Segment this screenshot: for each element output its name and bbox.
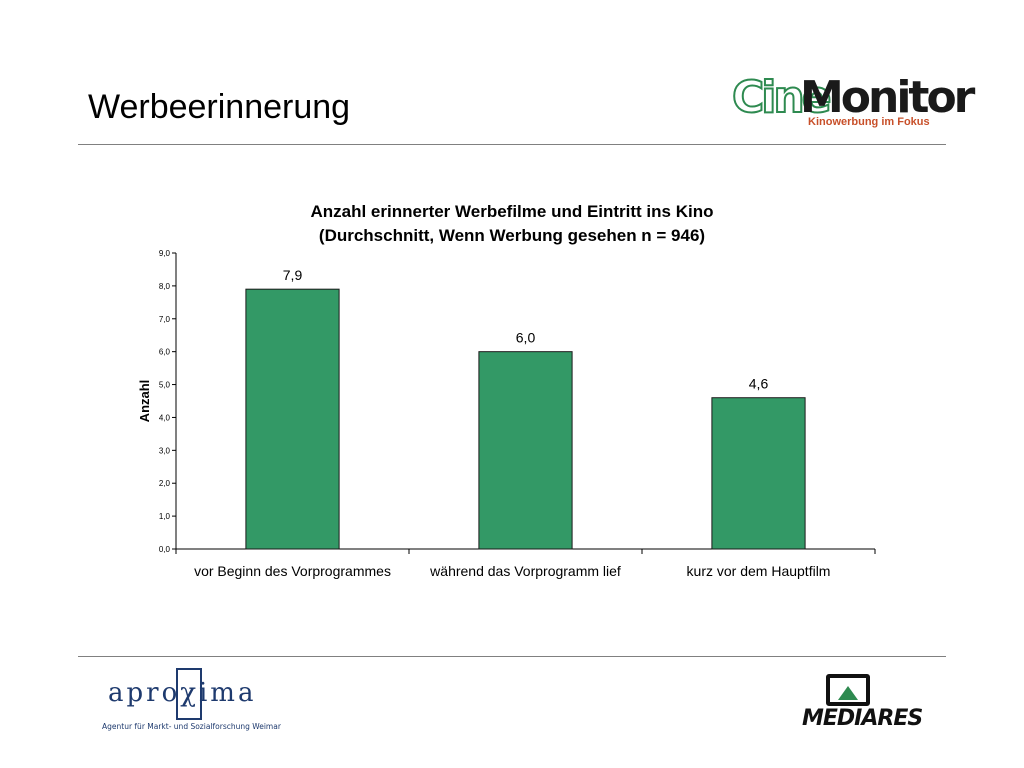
y-axis-title: Anzahl: [137, 380, 152, 423]
cinemonitor-tagline: Kinowerbung im Fokus: [808, 116, 930, 128]
aproxima-logo-word: aproχima: [108, 678, 257, 708]
mediares-logo: MEDIARES: [800, 672, 923, 736]
mediares-logo-word: MEDIARES: [802, 706, 923, 731]
y-tick-label: 2,0: [159, 479, 171, 488]
y-tick-label: 7,0: [159, 315, 171, 324]
y-tick-label: 9,0: [159, 249, 171, 258]
category-label: kurz vor dem Hauptfilm: [687, 563, 831, 579]
chart-title-line2: (Durchschnitt, Wenn Werbung gesehen n = …: [319, 226, 705, 245]
x-ticks: [175, 549, 876, 554]
cinemonitor-logo: Cine Monitor Kinowerbung im Fokus: [730, 71, 975, 128]
mediares-screen-icon: [826, 674, 870, 706]
data-label: 7,9: [283, 267, 303, 283]
bottom-divider: [78, 656, 946, 657]
bar-2: [711, 397, 806, 550]
aproxima-logo-frame: [176, 668, 202, 720]
cinemonitor-logo-monitor: Monitor: [800, 72, 975, 123]
category-label: vor Beginn des Vorprogrammes: [194, 563, 391, 579]
aproxima-logo: aproχima Agentur für Markt- und Sozialfo…: [96, 668, 286, 736]
bar-0: [245, 288, 340, 550]
data-label: 6,0: [516, 330, 536, 346]
category-label: während das Vorprogramm lief: [429, 563, 621, 579]
top-divider: [78, 144, 946, 145]
y-tick-label: 3,0: [159, 446, 171, 455]
aproxima-logo-subtitle: Agentur für Markt- und Sozialforschung W…: [102, 722, 281, 731]
bars: [245, 288, 806, 550]
y-tick-label: 4,0: [159, 413, 171, 422]
category-labels: vor Beginn des Vorprogrammes während das …: [194, 563, 830, 579]
y-tick-label: 6,0: [159, 348, 171, 357]
slide-title: Werbeerinnerung: [88, 88, 351, 126]
bar-1: [478, 351, 573, 550]
mediares-triangle-icon: [838, 686, 858, 700]
y-tick-label: 0,0: [159, 545, 171, 554]
y-tick-label: 1,0: [159, 512, 171, 521]
y-ticks: 0,0 1,0 2,0 3,0 4,0 5,0 6,0 7,0 8,0 9,0: [159, 249, 176, 554]
y-tick-label: 8,0: [159, 282, 171, 291]
cinemonitor-logo-cine: Cine: [731, 71, 833, 124]
data-labels: 7,9 6,0 4,6: [283, 267, 769, 392]
y-tick-label: 5,0: [159, 381, 171, 390]
chart-title-line1: Anzahl erinnerter Werbefilme und Eintrit…: [310, 202, 713, 221]
data-label: 4,6: [749, 376, 769, 392]
